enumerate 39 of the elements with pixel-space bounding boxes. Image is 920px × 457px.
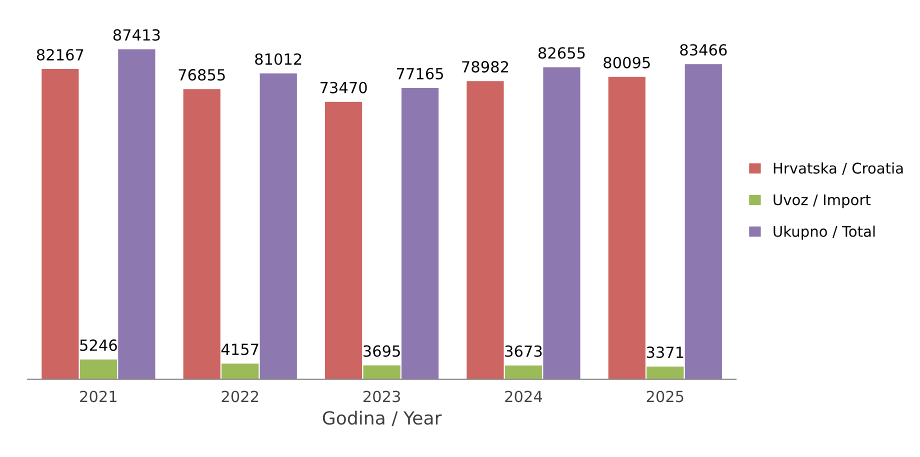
bar (324, 102, 362, 380)
x-tick-label: 2024 (505, 390, 542, 402)
data-label: 87413 (113, 29, 160, 41)
data-label: 81012 (255, 53, 302, 65)
bar (466, 81, 504, 380)
legend-label: Uvoz / Import (774, 194, 871, 208)
bar (183, 89, 220, 380)
data-label: 4157 (221, 344, 258, 356)
bar (363, 365, 400, 380)
bar (608, 76, 646, 380)
x-axis-title: Godina / Year (322, 410, 442, 426)
bar (222, 364, 259, 380)
bar (504, 365, 542, 380)
data-label: 80095 (604, 56, 650, 68)
data-label: 78982 (462, 61, 508, 73)
data-label: 3371 (646, 346, 684, 358)
bar (42, 69, 79, 380)
bar (684, 64, 722, 380)
x-tick-label: 2023 (363, 390, 400, 402)
data-label: 82167 (36, 48, 84, 61)
data-label: 77165 (397, 68, 444, 80)
bar (402, 88, 439, 380)
bar (543, 67, 580, 380)
x-tick-label: 2022 (222, 390, 258, 402)
data-label: 3695 (364, 345, 400, 357)
data-label: 73470 (320, 82, 367, 94)
data-label: 82655 (538, 47, 585, 59)
legend-label: Hrvatska / Croatia (774, 162, 903, 175)
x-tick-label: 2025 (646, 390, 684, 402)
bar (118, 49, 156, 380)
legend-label: Ukupno / Total (774, 226, 875, 240)
data-label: 83466 (680, 44, 727, 56)
bar (80, 360, 117, 380)
x-tick-label: 2021 (80, 390, 116, 402)
data-label: 3673 (505, 345, 542, 357)
data-label: 76855 (178, 69, 225, 81)
data-label: 5246 (80, 339, 117, 351)
bar (260, 73, 297, 380)
bar (646, 366, 684, 380)
